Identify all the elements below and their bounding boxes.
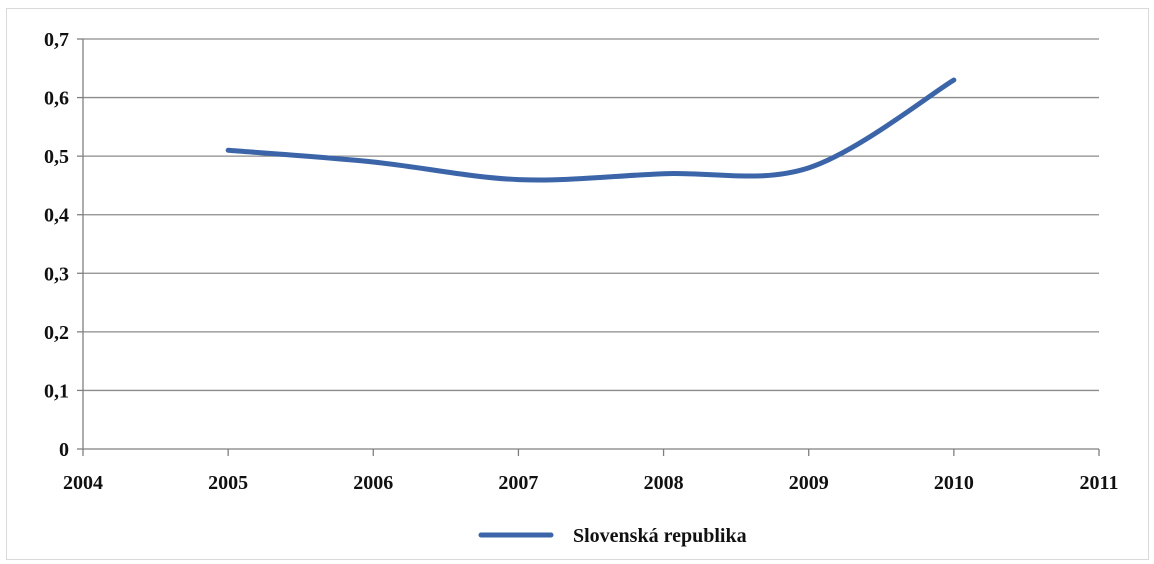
y-tick-label-7: 0,7 (44, 29, 69, 51)
x-tick-label-1: 2005 (208, 472, 248, 494)
y-tick-label-6: 0,6 (44, 88, 69, 110)
y-tick-label-4: 0,4 (44, 205, 69, 227)
chart-frame: 0 0,1 0,2 0,3 0,4 0,5 0,6 0,7 2004 2005 2006 2007 20… (6, 8, 1149, 560)
x-tick-label-5: 2009 (789, 472, 829, 494)
y-tick-label-5: 0,5 (44, 146, 69, 168)
x-tick-label-0: 2004 (63, 472, 103, 494)
legend-label-0: Slovenská republika (573, 525, 747, 547)
series-line-0 (225, 77, 957, 183)
y-tick-label-0: 0 (59, 439, 69, 461)
x-tick-label-3: 2007 (498, 472, 538, 494)
y-tick-label-2: 0,2 (44, 322, 69, 344)
y-tick-label-1: 0,1 (44, 380, 69, 402)
x-tick-label-7: 2011 (1080, 472, 1119, 494)
x-tick-label-6: 2010 (934, 472, 974, 494)
y-tick-label-3: 0,3 (44, 263, 69, 285)
x-tick-label-2: 2006 (353, 472, 393, 494)
line-chart: 0 0,1 0,2 0,3 0,4 0,5 0,6 0,7 2004 2005 2006 2007 20… (44, 29, 1119, 547)
x-tick-label-4: 2008 (644, 472, 684, 494)
